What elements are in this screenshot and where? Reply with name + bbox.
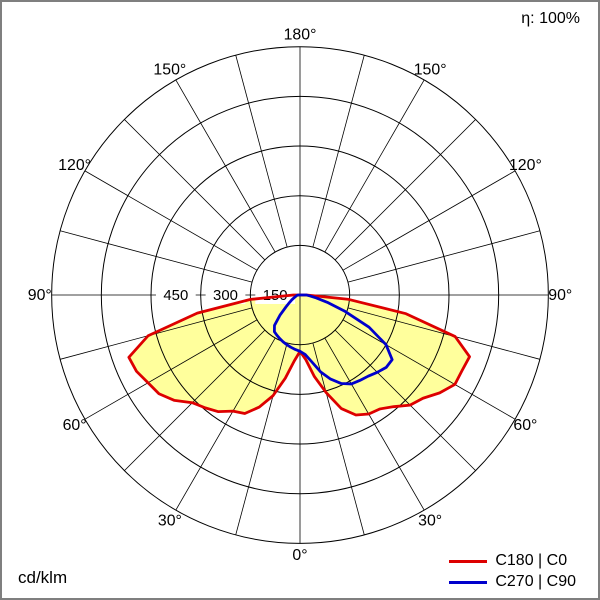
series-fills: [128, 295, 470, 416]
grid-radial: [235, 342, 288, 536]
grid-radial: [342, 170, 516, 271]
unit-label: cd/klm: [18, 568, 68, 587]
grid-radial: [334, 329, 476, 471]
angle-label: 60°: [63, 417, 87, 434]
grid-radial: [235, 55, 288, 248]
legend-line-red: [449, 559, 488, 563]
ring-label-backing: [155, 286, 196, 304]
grid-radial: [312, 55, 365, 248]
angle-label: 90°: [28, 287, 52, 304]
series-fill-0: [128, 295, 470, 416]
legend-label-c270-c90: C270 | C90: [495, 573, 576, 590]
legend-item-c270-c90: C270 | C90: [449, 574, 576, 590]
angle-label: 150°: [153, 62, 186, 79]
angle-label: 90°: [548, 287, 572, 304]
grid-radial: [342, 319, 516, 420]
grid-radial: [347, 307, 540, 360]
ring-label: 300: [213, 288, 238, 304]
grid-radial: [334, 119, 476, 261]
ring-label-backing: [255, 286, 296, 304]
grid-radial: [312, 342, 365, 536]
grid-radial: [347, 230, 540, 283]
series-curve-0: [127, 293, 471, 417]
grid-radial: [324, 79, 425, 253]
legend: C180 | C0 C270 | C90: [449, 553, 576, 590]
angle-label: 0°: [292, 547, 307, 564]
efficiency-label: η: 100%: [521, 10, 580, 27]
angle-label: 60°: [513, 417, 537, 434]
angle-label: 30°: [158, 512, 182, 529]
angle-label: 120°: [509, 157, 542, 174]
series-curve-1: [272, 293, 394, 386]
grid-radial: [84, 170, 258, 271]
angle-label: 30°: [418, 512, 442, 529]
angle-label: 150°: [414, 62, 447, 79]
legend-line-blue: [449, 580, 488, 584]
angle-label: 120°: [58, 157, 91, 174]
grid-radial: [175, 337, 276, 511]
grid-radial: [124, 119, 266, 261]
grid-radial: [175, 79, 276, 253]
legend-label-c180-c0: C180 | C0: [495, 552, 568, 569]
grid-radial: [124, 329, 266, 471]
grid-radial: [60, 230, 253, 283]
angle-label: 180°: [284, 27, 317, 44]
legend-item-c180-c0: C180 | C0: [449, 553, 576, 569]
ring-label-backing: [205, 286, 246, 304]
angle-labels: 0° 30° 30° 60° 60° 90° 90° 120° 120° 150° 150° 180°: [28, 27, 573, 565]
grid-radial: [84, 319, 258, 420]
ring-label: 450: [163, 288, 188, 304]
grid-radial: [324, 337, 425, 511]
